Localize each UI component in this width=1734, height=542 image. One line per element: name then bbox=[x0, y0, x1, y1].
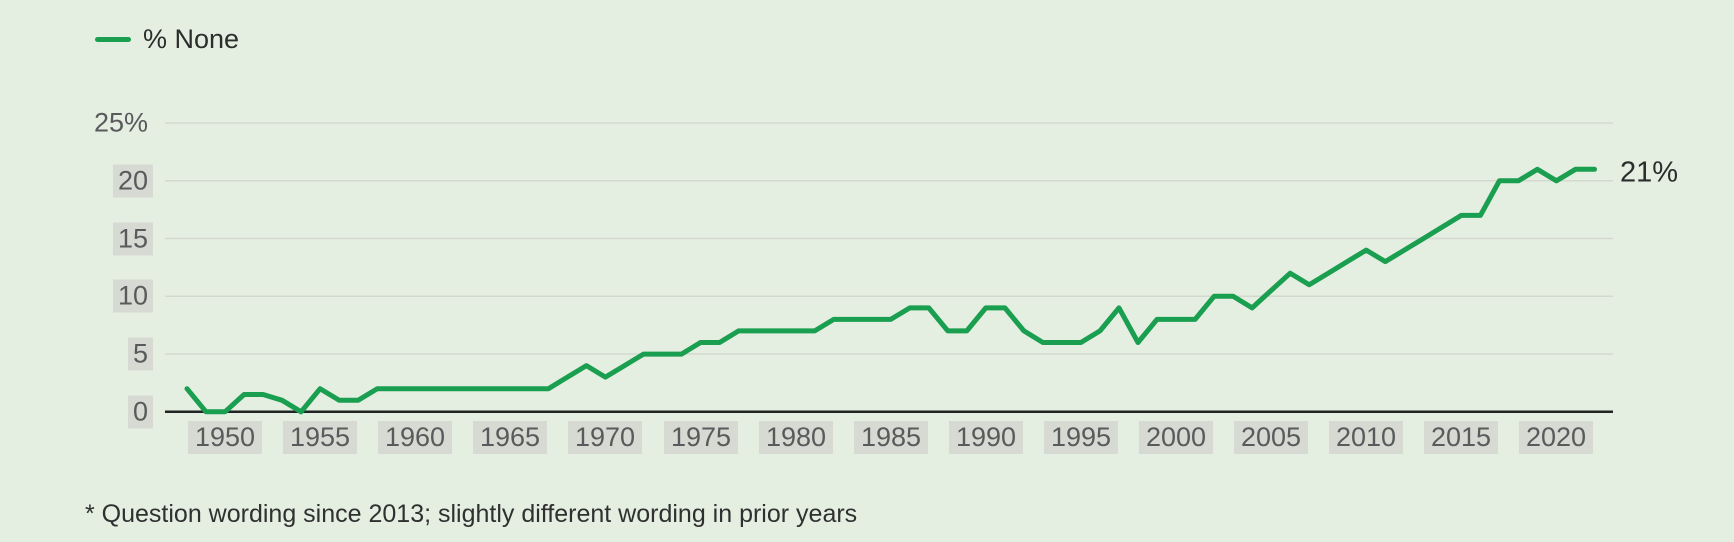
x-tick-label-2010: 2010 bbox=[1328, 421, 1404, 454]
x-tick-label-1960: 1960 bbox=[377, 421, 453, 454]
x-tick-label-1950: 1950 bbox=[187, 421, 263, 454]
x-tick-label-2020: 2020 bbox=[1518, 421, 1594, 454]
y-tick-label-15: 15 bbox=[112, 222, 153, 256]
x-tick-label-2005: 2005 bbox=[1233, 421, 1309, 454]
x-tick-label-1985: 1985 bbox=[853, 421, 929, 454]
x-tick-label-2015: 2015 bbox=[1423, 421, 1499, 454]
y-tick-label-25: 25% bbox=[93, 107, 148, 138]
x-tick-label-1965: 1965 bbox=[472, 421, 548, 454]
x-tick-label-1980: 1980 bbox=[758, 421, 834, 454]
x-tick-label-1975: 1975 bbox=[663, 421, 739, 454]
legend: % None bbox=[95, 24, 239, 55]
legend-line-swatch bbox=[95, 37, 131, 42]
y-tick-label-20: 20 bbox=[112, 164, 153, 198]
y-tick-label-5: 5 bbox=[127, 337, 153, 371]
footnote-text: * Question wording since 2013; slightly … bbox=[85, 500, 858, 528]
legend-label: % None bbox=[143, 24, 240, 54]
x-tick-label-1955: 1955 bbox=[282, 421, 358, 454]
trend-line bbox=[184, 166, 1597, 415]
x-tick-label-2000: 2000 bbox=[1138, 421, 1214, 454]
x-tick-label-1995: 1995 bbox=[1043, 421, 1119, 454]
y-tick-label-10: 10 bbox=[112, 279, 153, 313]
y-tick-label-0: 0 bbox=[127, 395, 153, 429]
x-tick-label-1970: 1970 bbox=[567, 421, 643, 454]
value-label: 21% bbox=[1620, 156, 1679, 189]
x-tick-label-1990: 1990 bbox=[948, 421, 1024, 454]
